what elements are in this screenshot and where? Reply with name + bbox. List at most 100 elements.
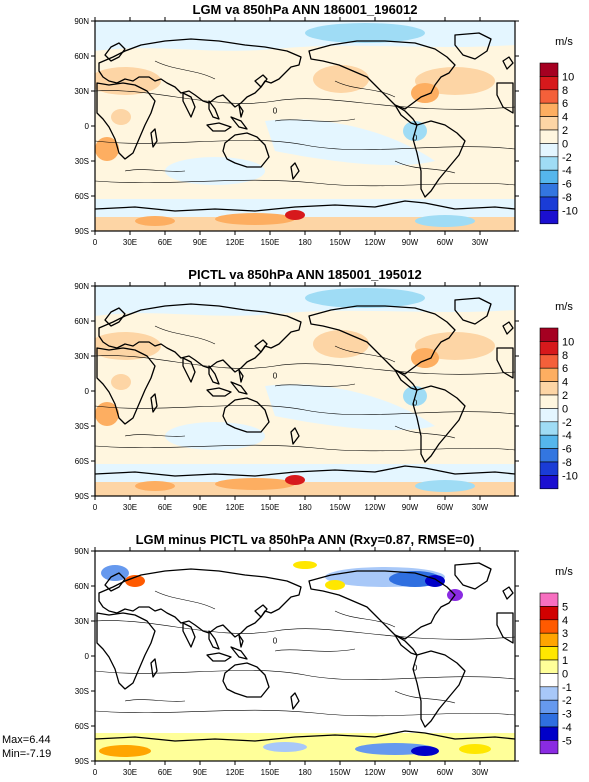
map-panel-3: LGM minus PICTL va 850hPa ANN (Rxy=0.87,… bbox=[74, 532, 573, 777]
lon-tick-label: 0 bbox=[93, 238, 98, 247]
lon-tick-label: 150E bbox=[261, 768, 280, 777]
lon-tick-label: 30E bbox=[123, 768, 137, 777]
colorbar-label: -5 bbox=[562, 735, 572, 747]
colorbar-label: 8 bbox=[562, 350, 568, 362]
lon-tick-label: 120W bbox=[365, 238, 386, 247]
contour-label: 0 bbox=[413, 399, 418, 408]
colorbar-label: -6 bbox=[562, 444, 572, 456]
contour-label: 0 bbox=[273, 371, 278, 380]
lon-tick-label: 30E bbox=[123, 238, 137, 247]
colorbar-swatch bbox=[539, 713, 559, 728]
colorbar-label: -10 bbox=[562, 470, 578, 482]
map-panel-1: LGM va 850hPa ANN 186001_196012 0 0 90N 60N 3… bbox=[74, 2, 578, 247]
lon-tick-label: 90W bbox=[402, 238, 419, 247]
min-value: Min=-7.19 bbox=[2, 748, 51, 760]
colorbar-label: 2 bbox=[562, 390, 568, 402]
lon-tick-label: 60W bbox=[437, 238, 454, 247]
colorbar-label: -8 bbox=[562, 192, 572, 204]
colorbar-swatch bbox=[539, 102, 559, 117]
colorbar-swatch bbox=[539, 143, 559, 158]
colorbar-swatch bbox=[539, 408, 559, 423]
lon-tick-label: 150E bbox=[261, 503, 280, 512]
colorbar-swatch bbox=[539, 673, 559, 688]
lat-tick-label: 60S bbox=[75, 192, 89, 201]
lat-tick-label: 90S bbox=[75, 757, 89, 766]
colorbar-label: 6 bbox=[562, 98, 568, 110]
lon-tick-label: 150W bbox=[330, 238, 351, 247]
lat-tick-label: 0 bbox=[85, 122, 90, 131]
colorbar-swatch bbox=[539, 475, 559, 490]
units-label: m/s bbox=[555, 301, 573, 313]
colorbar-label: 1 bbox=[562, 655, 568, 667]
lat-tick-label: 90N bbox=[74, 17, 89, 26]
colorbar: 10 86 420 -2-4 -6-8-10 bbox=[539, 327, 578, 490]
colorbar-label: -4 bbox=[562, 430, 572, 442]
map-field bbox=[95, 286, 515, 496]
units-label: m/s bbox=[555, 566, 573, 578]
lon-tick-label: 0 bbox=[93, 768, 98, 777]
colorbar-label: 4 bbox=[562, 112, 568, 124]
colorbar-swatch bbox=[539, 740, 559, 755]
lat-tick-label: 60S bbox=[75, 722, 89, 731]
lon-tick-label: 180 bbox=[298, 503, 312, 512]
colorbar: 10 86 420 -2-4 -6-8-10 bbox=[539, 62, 578, 225]
colorbar-swatch bbox=[539, 169, 559, 184]
colorbar-swatch bbox=[539, 448, 559, 463]
colorbar-label: 10 bbox=[562, 336, 574, 348]
colorbar-swatch bbox=[539, 196, 559, 211]
colorbar-label: -6 bbox=[562, 179, 572, 191]
lon-tick-label: 30E bbox=[123, 503, 137, 512]
lat-tick-label: 90N bbox=[74, 282, 89, 291]
colorbar-swatch bbox=[539, 341, 559, 356]
colorbar-label: 5 bbox=[562, 601, 568, 613]
lat-tick-label: 90S bbox=[75, 492, 89, 501]
colorbar-label: -1 bbox=[562, 682, 572, 694]
lat-tick-label: 60N bbox=[74, 317, 89, 326]
colorbar-label: 0 bbox=[562, 403, 568, 415]
colorbar-label: 0 bbox=[562, 138, 568, 150]
colorbar-swatch bbox=[539, 434, 559, 449]
colorbar-swatch bbox=[539, 606, 559, 621]
panel-title: PICTL va 850hPa ANN 185001_195012 bbox=[188, 267, 421, 282]
colorbar-swatch bbox=[539, 686, 559, 701]
colorbar-swatch bbox=[539, 89, 559, 104]
lon-tick-label: 30W bbox=[472, 503, 489, 512]
colorbar-label: 10 bbox=[562, 71, 574, 83]
colorbar-label: 2 bbox=[562, 125, 568, 137]
colorbar-label: 4 bbox=[562, 615, 568, 627]
colorbar-label: -4 bbox=[562, 165, 572, 177]
lon-tick-label: 120E bbox=[226, 238, 245, 247]
map-field bbox=[95, 21, 515, 231]
lat-tick-label: 60S bbox=[75, 457, 89, 466]
lon-tick-label: 150W bbox=[330, 768, 351, 777]
colorbar-swatch bbox=[539, 62, 559, 77]
lat-tick-label: 30S bbox=[75, 422, 89, 431]
lon-tick-label: 150E bbox=[261, 238, 280, 247]
colorbar-swatch bbox=[539, 183, 559, 198]
colorbar-swatch bbox=[539, 327, 559, 342]
colorbar-swatch bbox=[539, 116, 559, 131]
panel-title: LGM va 850hPa ANN 186001_196012 bbox=[193, 2, 418, 17]
lon-tick-label: 90E bbox=[193, 503, 207, 512]
colorbar-label: -10 bbox=[562, 205, 578, 217]
colorbar-swatch bbox=[539, 76, 559, 91]
colorbar-label: 6 bbox=[562, 363, 568, 375]
colorbar-swatch bbox=[539, 592, 559, 607]
lon-tick-label: 180 bbox=[298, 238, 312, 247]
lat-tick-label: 30S bbox=[75, 687, 89, 696]
lon-tick-label: 90W bbox=[402, 503, 419, 512]
lon-tick-label: 60E bbox=[158, 503, 172, 512]
lon-tick-label: 0 bbox=[93, 503, 98, 512]
max-value: Max=6.44 bbox=[2, 734, 51, 746]
colorbar-label: 3 bbox=[562, 628, 568, 640]
colorbar-label: 0 bbox=[562, 668, 568, 680]
colorbar-label: -3 bbox=[562, 709, 572, 721]
lat-tick-label: 90N bbox=[74, 547, 89, 556]
lon-tick-label: 60E bbox=[158, 768, 172, 777]
colorbar-label: -2 bbox=[562, 152, 572, 164]
lon-tick-label: 90E bbox=[193, 238, 207, 247]
lon-tick-label: 120E bbox=[226, 768, 245, 777]
units-label: m/s bbox=[555, 36, 573, 48]
map-field bbox=[95, 551, 515, 761]
